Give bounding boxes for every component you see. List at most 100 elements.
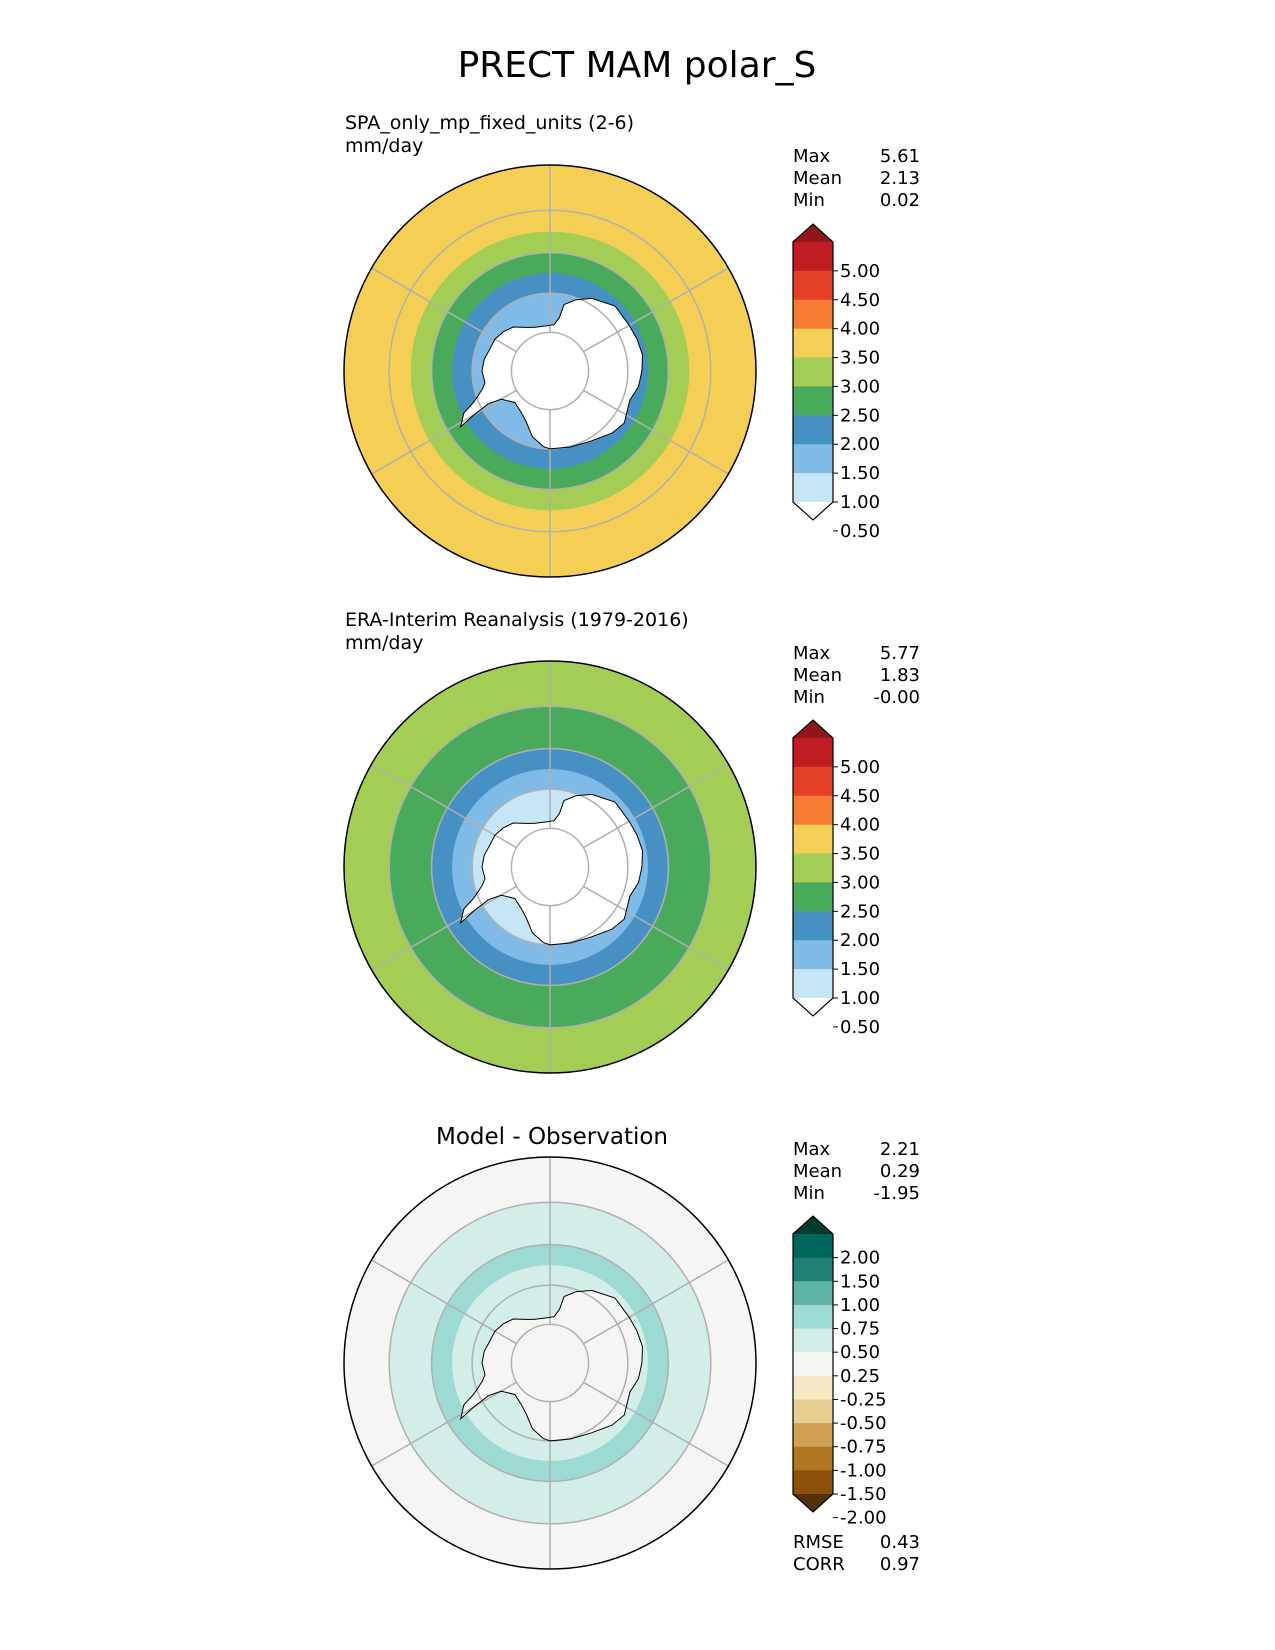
- colorbar-segment: [793, 940, 833, 970]
- meridian-line: [583, 1259, 729, 1345]
- panel-model-stats: Max 5.61 Mean 2.13 Min 0.02: [793, 146, 920, 211]
- colorbar-tick-label: 1.00: [840, 1295, 880, 1316]
- panel-diff-metrics: RMSE 0.43 CORR 0.97: [793, 1532, 920, 1575]
- panel-obs: ERA-Interim Reanalysis (1979-2016) mm/da…: [343, 609, 920, 1074]
- colorbar-segment: [793, 386, 833, 416]
- colorbar-extend-min: [793, 1494, 833, 1512]
- stat-value-mean: 1.83: [880, 665, 920, 686]
- colorbar-segment: [793, 766, 833, 797]
- colorbar-tick-label: 0.25: [840, 1366, 880, 1387]
- panel-obs-gridlines: [371, 661, 729, 1073]
- stat-label-max: Max: [793, 643, 831, 664]
- stat-label-mean: Mean: [793, 1161, 842, 1182]
- antarctica-land: [460, 1290, 643, 1441]
- colorbar-segment: [793, 473, 833, 503]
- colorbar-tick-label: 3.00: [840, 376, 880, 397]
- colorbar-tick-label: 1.00: [840, 492, 880, 513]
- stat-value-max: 5.61: [880, 146, 920, 167]
- colorbar-segment: [793, 738, 833, 768]
- metric-label-corr: CORR: [793, 1554, 845, 1575]
- antarctica-land: [460, 794, 643, 945]
- colorbar-segment: [793, 1375, 833, 1401]
- colorbar-segment: [793, 882, 833, 912]
- colorbar-segment: [793, 795, 833, 826]
- colorbar-tick-label: 1.50: [840, 1271, 880, 1292]
- panel-model-map: [344, 165, 756, 577]
- panel-diff-colorbar: 2.001.501.000.750.500.25-0.25-0.50-0.75-…: [792, 1215, 887, 1529]
- metric-value-corr: 0.97: [880, 1554, 920, 1575]
- colorbar-extend-min: [793, 502, 833, 520]
- colorbar-segment: [793, 328, 833, 359]
- stat-label-min: Min: [793, 687, 825, 708]
- colorbar-segment: [793, 1446, 833, 1471]
- meridian-line: [583, 1381, 729, 1467]
- colorbar-tick-label: 4.00: [840, 319, 880, 340]
- colorbar-tick-label: 5.00: [840, 757, 880, 778]
- latitude-circle: [510, 331, 590, 411]
- colorbar-segment: [793, 1470, 833, 1495]
- colorbar-tick-label: 3.50: [840, 348, 880, 369]
- colorbar-tick-label: -1.50: [840, 1484, 887, 1505]
- stat-value-min: 0.02: [880, 190, 920, 211]
- stat-value-min: -0.00: [873, 687, 920, 708]
- colorbar-extend-max: [793, 224, 833, 242]
- colorbar-segment: [793, 1304, 833, 1330]
- colorbar-extend-max: [793, 720, 833, 738]
- metric-value-rmse: 0.43: [880, 1532, 920, 1553]
- colorbar-segment: [793, 824, 833, 855]
- meridian-line: [583, 885, 729, 971]
- stat-label-mean: Mean: [793, 665, 842, 686]
- panel-diff-map: [344, 1157, 756, 1569]
- colorbar-tick-label: 2.00: [840, 434, 880, 455]
- colorbar-segment: [793, 242, 833, 272]
- stat-value-max: 2.21: [880, 1139, 920, 1160]
- stat-value-min: -1.95: [873, 1183, 920, 1204]
- colorbar-tick-label: 3.00: [840, 872, 880, 893]
- colorbar-segment: [793, 1257, 833, 1282]
- panel-model: SPA_only_mp_fixed_units (2-6) mm/day Max…: [343, 112, 920, 578]
- colorbar-tick-label: 2.00: [840, 1248, 880, 1269]
- colorbar-segment: [793, 1234, 833, 1259]
- panel-model-gridlines: [371, 165, 729, 577]
- colorbar-tick-label: 0.75: [840, 1319, 880, 1340]
- meridian-line: [583, 267, 729, 353]
- colorbar-tick-label: -0.25: [840, 1389, 887, 1410]
- colorbar-segment: [793, 1399, 833, 1424]
- antarctica-land: [460, 298, 643, 449]
- panel-obs-stats: Max 5.77 Mean 1.83 Min -0.00: [793, 643, 920, 708]
- meridian-line: [371, 885, 517, 971]
- meridian-line: [583, 389, 729, 475]
- colorbar-segment: [793, 444, 833, 474]
- colorbar-tick-label: 2.00: [840, 930, 880, 951]
- stat-value-mean: 0.29: [880, 1161, 920, 1182]
- colorbar-tick-label: 0.50: [840, 1017, 880, 1038]
- colorbar-tick-label: -1.00: [840, 1460, 887, 1481]
- colorbar-tick-label: -0.50: [840, 1413, 887, 1434]
- colorbar-tick-label: 4.50: [840, 290, 880, 311]
- panel-diff-title: Model - Observation: [436, 1124, 668, 1150]
- colorbar-segment: [793, 357, 833, 388]
- meridian-line: [371, 763, 517, 849]
- coastline: [459, 297, 644, 450]
- latitude-circle: [510, 1323, 590, 1403]
- colorbar-segment: [793, 299, 833, 330]
- meridian-line: [371, 389, 517, 475]
- colorbar-tick-label: 1.00: [840, 988, 880, 1009]
- colorbar-tick-label: 2.50: [840, 901, 880, 922]
- panel-obs-map: [344, 661, 756, 1073]
- colorbar-tick-label: 0.50: [840, 1342, 880, 1363]
- coastline: [459, 1289, 644, 1442]
- latitude-circle: [510, 827, 590, 907]
- colorbar-segment: [793, 270, 833, 301]
- colorbar-tick-label: 0.50: [840, 521, 880, 542]
- panel-model-title: SPA_only_mp_fixed_units (2-6): [345, 112, 634, 134]
- panel-obs-map-boundary: [343, 660, 757, 1074]
- panel-model-units: mm/day: [345, 135, 423, 157]
- colorbar-segment: [793, 1423, 833, 1448]
- colorbar-segment: [793, 1328, 833, 1353]
- stat-label-mean: Mean: [793, 168, 842, 189]
- colorbar-extend-max: [793, 1216, 833, 1234]
- colorbar-segment: [793, 969, 833, 999]
- panel-obs-units: mm/day: [345, 632, 423, 654]
